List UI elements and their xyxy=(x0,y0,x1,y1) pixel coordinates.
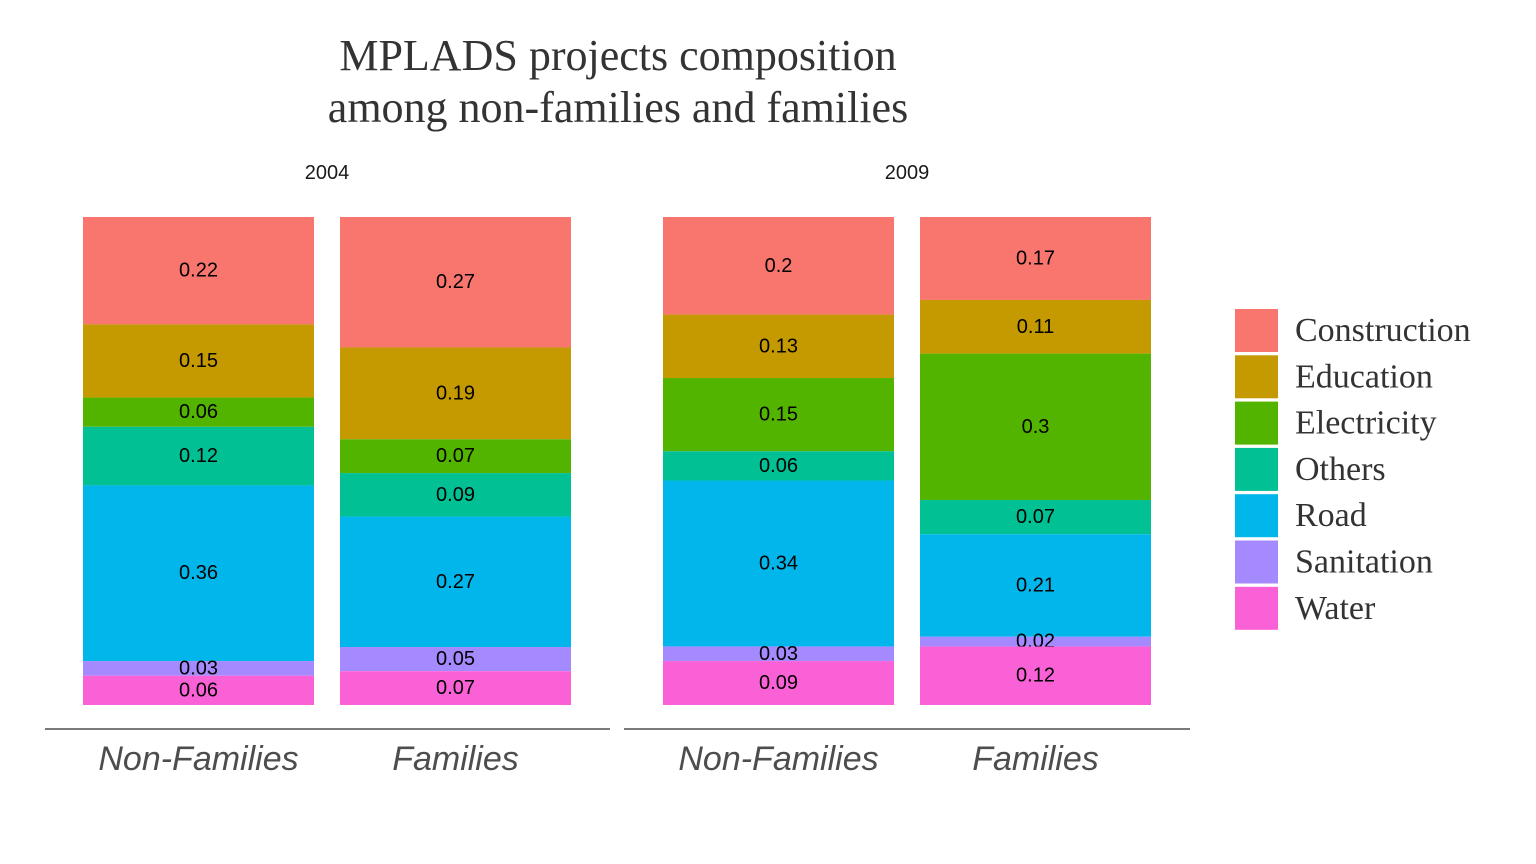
legend-key xyxy=(1235,447,1278,491)
data-label-sanitation: 0.05 xyxy=(436,648,475,670)
legend-key xyxy=(1235,309,1278,352)
facet-panels: 20040.220.150.060.120.360.030.06Non-Fami… xyxy=(45,162,1190,778)
legend-item-water: Water xyxy=(1235,586,1376,630)
bar-segment-sanitation xyxy=(663,646,894,662)
data-label-electricity: 0.06 xyxy=(179,401,218,423)
bar-segment-education xyxy=(340,347,571,440)
bar-segment-sanitation xyxy=(920,636,1151,647)
bar-segment-education xyxy=(663,314,894,379)
data-label-sanitation: 0.03 xyxy=(179,657,218,679)
data-label-water: 0.07 xyxy=(436,677,475,699)
legend-label: Sanitation xyxy=(1295,544,1433,581)
bar-segment-others xyxy=(663,451,894,481)
legend-key xyxy=(1235,494,1278,538)
bar-segment-electricity xyxy=(83,397,314,427)
data-label-road: 0.34 xyxy=(759,552,798,574)
data-label-others: 0.12 xyxy=(179,445,218,467)
legend-key xyxy=(1235,540,1278,584)
x-tick-label: Non-Families xyxy=(98,740,298,778)
data-label-water: 0.12 xyxy=(1016,665,1055,687)
legend-label: Education xyxy=(1295,358,1433,395)
legend-label: Others xyxy=(1295,451,1386,488)
x-tick-label: Families xyxy=(392,740,519,778)
data-label-sanitation: 0.03 xyxy=(759,643,798,665)
bar-segment-road xyxy=(663,480,894,647)
data-label-road: 0.36 xyxy=(179,562,218,584)
data-label-construction: 0.22 xyxy=(179,260,218,282)
data-label-road: 0.27 xyxy=(436,571,475,593)
bar-segment-electricity xyxy=(663,378,894,452)
legend-item-education: Education xyxy=(1235,355,1433,399)
x-tick-label: Families xyxy=(972,740,1099,778)
bar-segment-water xyxy=(663,661,894,705)
bar-segment-water xyxy=(83,675,314,705)
legend-label: Road xyxy=(1295,497,1367,534)
data-label-electricity: 0.15 xyxy=(759,404,798,426)
bar-families: 0.170.110.30.070.210.020.12 xyxy=(920,217,1151,705)
data-label-education: 0.19 xyxy=(436,382,475,404)
x-tick-label: Non-Families xyxy=(678,740,878,778)
legend-key xyxy=(1235,355,1278,399)
strip-label: 2009 xyxy=(885,162,930,184)
bar-segment-road xyxy=(920,534,1151,637)
strip-label: 2004 xyxy=(305,162,350,184)
bar-segment-education xyxy=(83,324,314,398)
data-label-construction: 0.17 xyxy=(1016,247,1055,269)
data-label-construction: 0.2 xyxy=(765,255,793,277)
bar-segment-water xyxy=(920,646,1151,705)
legend-item-electricity: Electricity xyxy=(1235,401,1437,445)
legend-item-construction: Construction xyxy=(1235,309,1471,352)
bar-segment-construction xyxy=(83,217,314,325)
data-label-electricity: 0.3 xyxy=(1022,416,1050,438)
bar-segment-others xyxy=(340,473,571,517)
bar-segment-electricity xyxy=(920,353,1151,501)
data-label-others: 0.06 xyxy=(759,455,798,477)
legend-key xyxy=(1235,586,1278,630)
legend-label: Water xyxy=(1295,590,1376,627)
bar-segment-construction xyxy=(340,217,571,348)
bar-segment-education xyxy=(920,299,1151,354)
data-label-water: 0.09 xyxy=(759,672,798,694)
bar-segment-road xyxy=(340,516,571,648)
legend-label: Construction xyxy=(1295,312,1471,349)
legend-label: Electricity xyxy=(1295,405,1437,442)
bar-segment-electricity xyxy=(340,439,571,474)
legend-key xyxy=(1235,401,1278,445)
chart-title-line-1: MPLADS projects composition xyxy=(339,31,896,80)
chart-title: MPLADS projects composition among non-fa… xyxy=(328,31,908,132)
data-label-road: 0.21 xyxy=(1016,574,1055,596)
legend: Construction Education Electricity Others Ro… xyxy=(1235,309,1471,630)
chart-title-line-2: among non-families and families xyxy=(328,83,908,132)
bar-segment-water xyxy=(340,671,571,705)
bar-segment-sanitation xyxy=(83,661,314,676)
data-label-education: 0.13 xyxy=(759,335,798,357)
legend-item-sanitation: Sanitation xyxy=(1235,540,1433,584)
data-label-others: 0.09 xyxy=(436,484,475,506)
data-label-water: 0.06 xyxy=(179,679,218,701)
bar-segment-others xyxy=(83,426,314,486)
panel-2004: 20040.220.150.060.120.360.030.06Non-Fami… xyxy=(45,162,610,778)
data-label-construction: 0.27 xyxy=(436,271,475,293)
bar-families: 0.27 0.19 0.07 0.09 0.27 0.05 0.07 xyxy=(340,217,571,705)
bar-segment-others xyxy=(920,500,1151,535)
bar-segment-construction xyxy=(663,217,894,315)
bar-non-families: 0.2 0.13 0.15 0.06 0.34 0.03 0.09 xyxy=(663,217,894,705)
legend-item-others: Others xyxy=(1235,447,1386,491)
bar-segment-construction xyxy=(920,217,1151,300)
bar-non-families: 0.220.150.060.120.360.030.06 xyxy=(83,217,314,705)
bar-segment-sanitation xyxy=(340,647,571,672)
data-label-others: 0.07 xyxy=(1016,506,1055,528)
data-label-electricity: 0.07 xyxy=(436,445,475,467)
bar-segment-road xyxy=(83,485,314,662)
panel-2009: 2009 0.2 0.13 0.15 0.06 0.34 0.03 0.09 Non-Famil… xyxy=(624,162,1190,778)
legend-item-road: Road xyxy=(1235,494,1367,538)
data-label-education: 0.15 xyxy=(179,350,218,372)
data-label-education: 0.11 xyxy=(1017,316,1054,338)
